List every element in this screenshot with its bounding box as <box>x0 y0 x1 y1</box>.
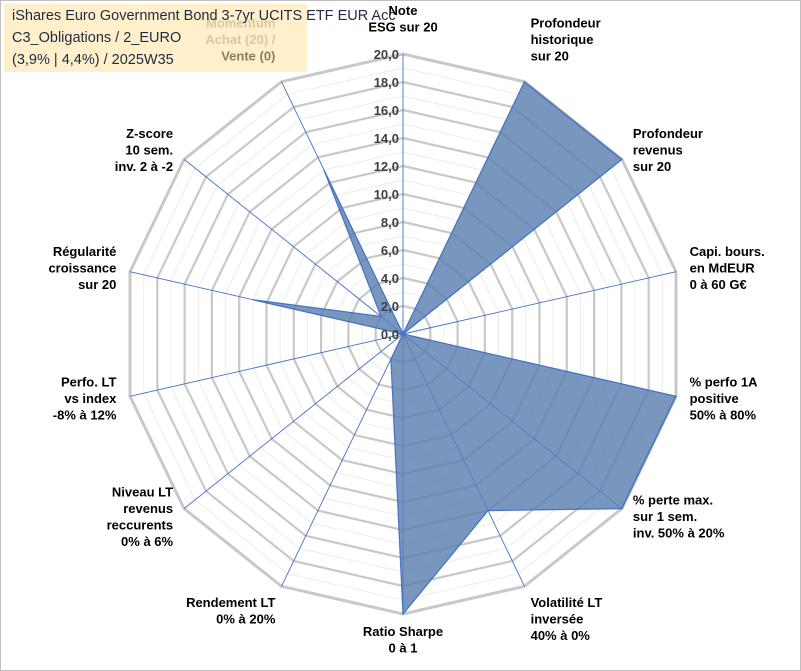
r-tick-label: 20,0 <box>374 47 399 62</box>
axis-spoke <box>129 333 404 397</box>
title-line-1: iShares Euro Government Bond 3-7yr UCITS… <box>12 8 396 24</box>
category-label: Profondeur historique sur 20 <box>531 16 601 64</box>
r-tick-label: 0,0 <box>381 327 399 342</box>
category-label: Capi. bours. en MdEUR 0 à 60 G€ <box>690 244 765 292</box>
r-tick-label: 16,0 <box>374 103 399 118</box>
title-line-3: (3,9% | 4,4%) / 2025W35 <box>12 52 174 68</box>
category-label: % perfo 1A positive 50% à 80% <box>690 375 759 423</box>
axis-spoke <box>183 333 404 509</box>
category-label: Niveau LT revenus reccurents 0% à 6% <box>107 484 174 549</box>
r-tick-label: 2,0 <box>381 299 399 314</box>
r-tick-label: 18,0 <box>374 75 399 90</box>
r-tick-label: 12,0 <box>374 159 399 174</box>
category-label: Z-score 10 sem. inv. 2 à -2 <box>115 126 173 174</box>
title-line-2: C3_Obligations / 2_EURO <box>12 30 182 46</box>
r-tick-label: 14,0 <box>374 131 399 146</box>
category-label: Volatilité LT inversée 40% à 0% <box>531 595 603 643</box>
r-tick-label: 6,0 <box>381 243 399 258</box>
category-label: Note ESG sur 20 <box>368 3 437 35</box>
category-label: Perfo. LT vs index -8% à 12% <box>53 375 117 423</box>
axis-spoke <box>402 271 677 335</box>
r-tick-label: 8,0 <box>381 215 399 230</box>
category-label: % perte max. sur 1 sem. inv. 50% à 20% <box>633 493 725 541</box>
axis-spoke <box>183 159 404 335</box>
category-label: Ratio Sharpe 0 à 1 <box>363 624 443 656</box>
axis-spoke <box>281 333 404 587</box>
category-label: Régularité croissance sur 20 <box>48 244 116 292</box>
title-box: iShares Euro Government Bond 3-7yr UCITS… <box>4 4 396 72</box>
r-tick-label: 10,0 <box>374 187 399 202</box>
series-area <box>252 80 677 616</box>
category-label: Profondeur revenus sur 20 <box>633 126 703 174</box>
r-tick-label: 4,0 <box>381 271 399 286</box>
category-label: Rendement LT 0% à 20% <box>186 595 276 627</box>
